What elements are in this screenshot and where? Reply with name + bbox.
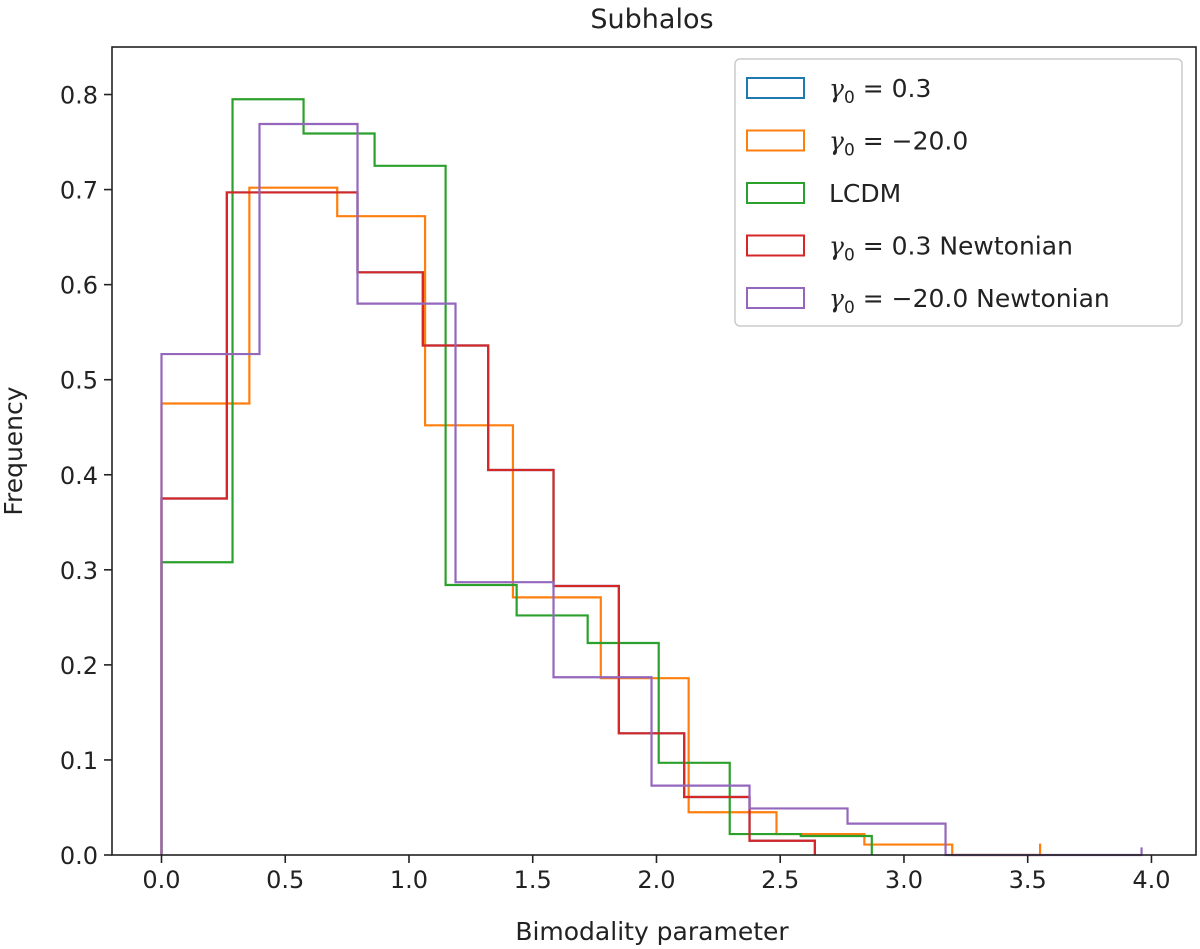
legend-box	[734, 58, 1183, 327]
legend-label-2: LCDM	[829, 179, 901, 208]
plot-area	[111, 46, 1197, 857]
legend-label-3: γ0 = 0.3 Newtonian	[829, 232, 1073, 266]
y-tick-label: 0.8	[60, 82, 98, 110]
series-3-step-line	[160, 191, 816, 855]
series-4-step-line	[160, 122, 1143, 857]
y-axis-label: Frequency	[0, 386, 28, 515]
legend-swatch-2	[746, 182, 805, 204]
legend-label-0: γ0 = 0.3	[829, 74, 931, 108]
x-tick-label: 3.5	[1009, 866, 1047, 894]
series-2-step-line	[160, 98, 873, 855]
x-tick-label: 0.5	[266, 866, 304, 894]
y-tick-label: 0.7	[60, 177, 98, 205]
series-1-step-line	[160, 186, 1042, 857]
x-tick-label: 2.5	[761, 866, 799, 894]
axes-frame	[111, 46, 1197, 856]
x-tick-label: 1.5	[514, 866, 552, 894]
y-tick-label: 0.4	[60, 462, 98, 490]
x-tick-label: 0.0	[142, 866, 180, 894]
y-tick-label: 0.3	[60, 557, 98, 585]
legend-swatch-3	[746, 234, 805, 257]
y-tick-label: 0.0	[60, 842, 98, 870]
legend: γ0 = 0.3 γ0 = −20.0 LCDM γ0 = 0.3 Newtonian…	[734, 58, 1183, 327]
legend-label-1: γ0 = −20.0	[829, 127, 968, 161]
x-axis-label: Bimodality parameter	[515, 917, 789, 946]
y-tick-label: 0.1	[60, 747, 98, 775]
x-tick-label: 1.0	[390, 866, 428, 894]
x-axis: 0.0 0.5 1.0 1.5 2.0 2.5 3.0 3.5 4.0	[142, 855, 1171, 894]
y-tick-label: 0.6	[60, 272, 98, 300]
legend-label-4: γ0 = −20.0 Newtonian	[829, 284, 1110, 318]
legend-swatch-4	[746, 287, 805, 309]
y-tick-label: 0.2	[60, 652, 98, 680]
legend-swatch-1	[746, 129, 805, 152]
y-tick-label: 0.5	[60, 367, 98, 395]
y-axis: 0.0 0.1 0.2 0.3 0.4 0.5 0.6 0.7 0.8	[60, 82, 112, 870]
x-tick-label: 2.0	[637, 866, 675, 894]
legend-swatch-0	[746, 77, 805, 99]
x-tick-label: 3.0	[885, 866, 923, 894]
x-tick-label: 4.0	[1132, 866, 1170, 894]
chart-title: Subhalos	[590, 4, 713, 35]
